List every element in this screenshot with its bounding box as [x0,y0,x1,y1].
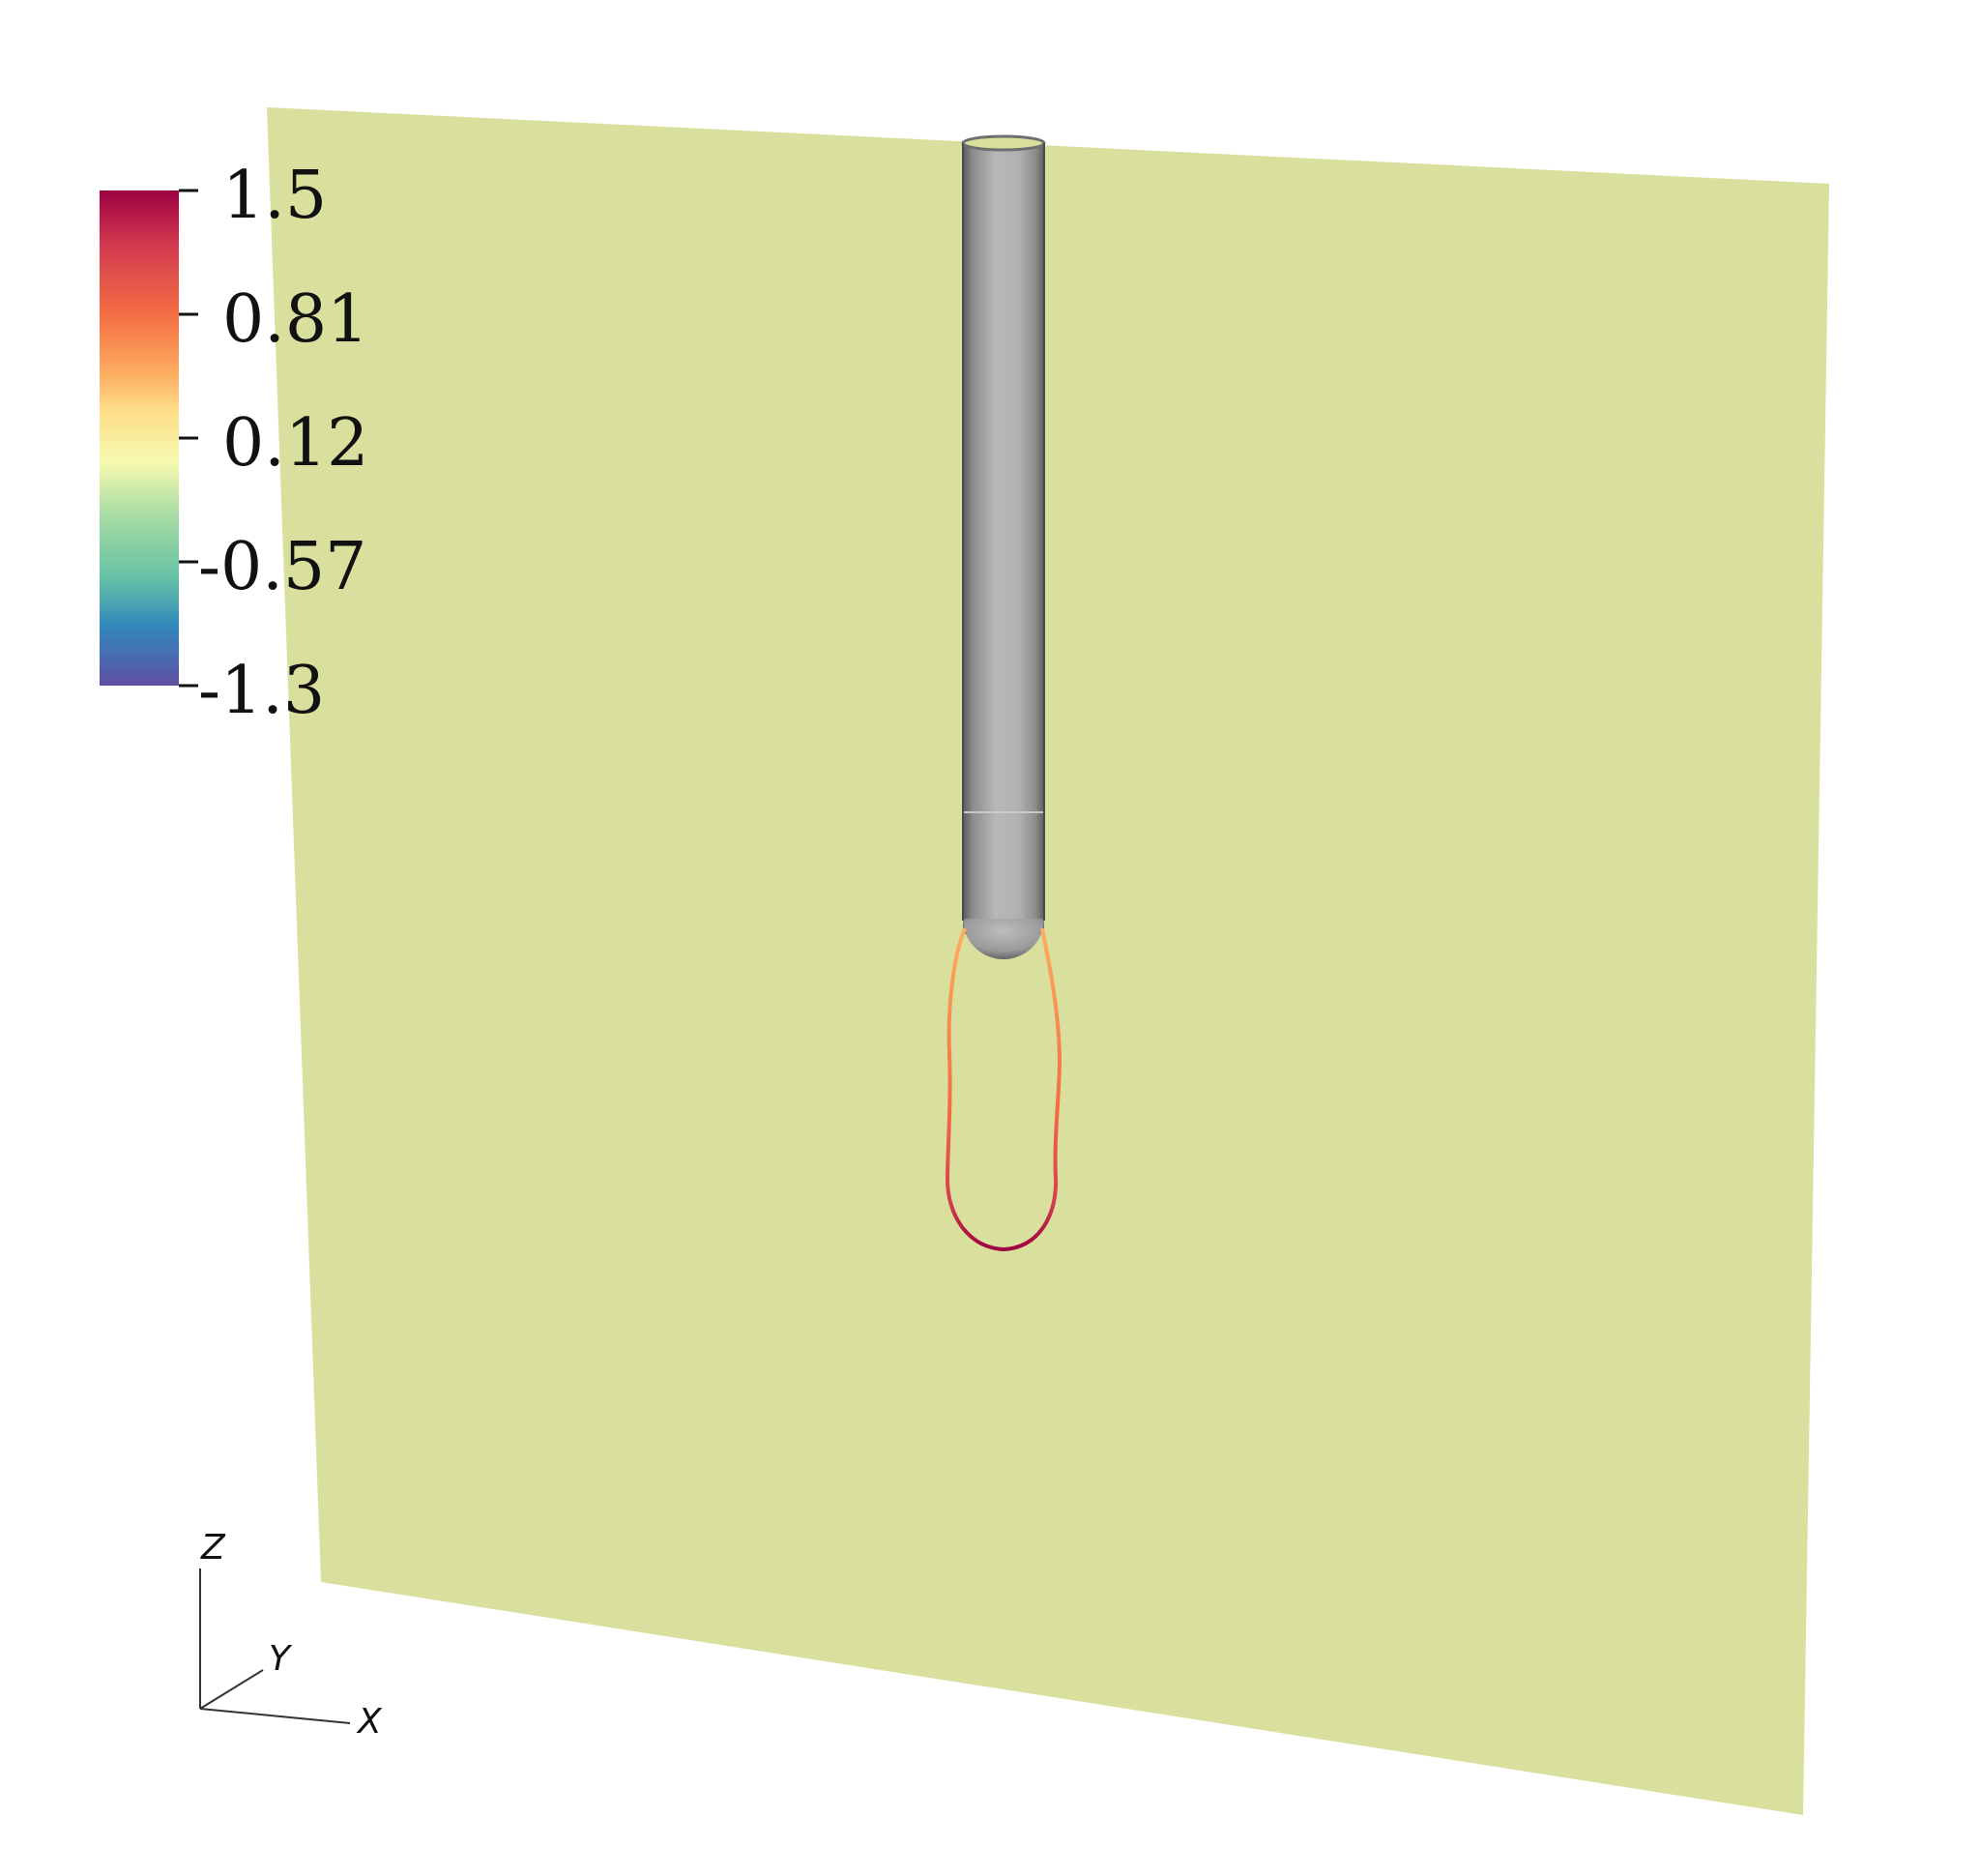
y-axis-label: Y [269,1639,293,1679]
x-axis-line [199,1708,351,1724]
colorbar-label: 0.81 [222,281,368,358]
tube [961,134,1046,959]
colorbar-label-max: 1.5 [222,158,327,234]
colorbar-label-min: -1.3 [198,653,325,729]
colorbar-gradient [100,191,179,686]
interface-contour [945,927,1063,1252]
colorbar-label: 0.12 [222,405,368,482]
tube-top-opening [961,134,1046,152]
y-axis-line [199,1669,264,1710]
colorbar-label: -0.57 [198,529,366,605]
color-legend: 1.5 0.81 0.12 -0.57 -1.3 [100,158,368,729]
orientation-axes[interactable]: Z Y X [199,1528,383,1742]
z-axis-label: Z [200,1528,226,1568]
tube-bottom [963,919,1044,959]
x-axis-label: X [356,1702,383,1742]
tube-body [963,143,1044,934]
